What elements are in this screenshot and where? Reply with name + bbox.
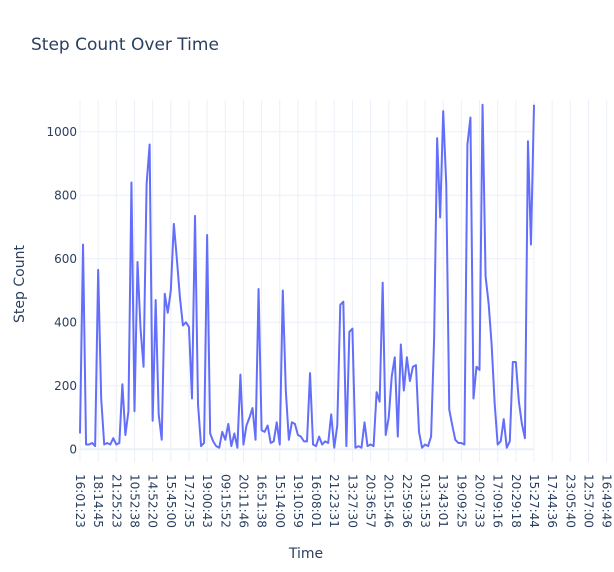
x-tick-label: 17:44:36 [545,474,559,528]
y-tick-label: 200 [54,379,77,393]
x-axis-label: Time [288,546,323,562]
x-tick-label: 17:27:35 [182,474,196,528]
x-tick-label: 21:25:23 [109,474,123,528]
x-tick-label: 20:36:57 [364,474,378,528]
x-tick-label: 23:05:40 [563,474,577,528]
x-tick-label: 18:14:45 [91,474,105,528]
x-tick-label: 16:49:49 [600,474,614,528]
x-tick-label: 20:11:46 [236,474,250,528]
x-tick-label: 15:27:44 [527,474,541,528]
x-tick-label: 16:08:01 [309,474,323,528]
y-tick-label: 400 [54,315,77,329]
x-tick-label: 14:52:20 [146,474,160,528]
x-tick-label: 09:15:52 [218,474,232,528]
x-tick-label: 12:57:00 [581,474,595,528]
x-tick-label: 10:52:38 [127,474,141,528]
y-tick-label: 800 [54,188,77,202]
x-tick-label: 22:59:36 [400,474,414,528]
series-layer [79,103,535,449]
x-tick-label: 01:31:53 [418,474,432,528]
series-line [79,103,535,449]
x-tick-label: 20:07:33 [473,474,487,528]
x-tick-label: 13:27:30 [345,474,359,528]
y-tick-label: 1000 [46,125,77,139]
y-axis-label: Step Count [12,245,28,323]
x-tick-label: 15:45:00 [164,474,178,528]
y-tick-label: 0 [69,442,77,456]
grid [79,100,608,462]
y-axis-ticks: 0 200 400 600 800 1000 [46,125,77,457]
x-tick-label: 13:43:01 [436,474,450,528]
x-tick-label: 19:00:43 [200,474,214,528]
x-tick-label: 16:51:38 [255,474,269,528]
x-tick-label: 19:10:59 [291,474,305,528]
x-axis-ticks: 16:01:23 18:14:45 21:25:23 10:52:38 14:52:20… [73,474,614,528]
x-tick-label: 20:29:18 [509,474,523,528]
x-tick-label: 15:14:00 [273,474,287,528]
x-tick-label: 19:09:25 [454,474,468,528]
x-tick-label: 21:23:31 [327,474,341,528]
x-tick-label: 17:09:16 [491,474,505,528]
x-tick-label: 16:01:23 [73,474,87,528]
x-tick-label: 20:15:46 [382,474,396,528]
chart-title: Step Count Over Time [31,35,219,55]
y-tick-label: 600 [54,252,77,266]
